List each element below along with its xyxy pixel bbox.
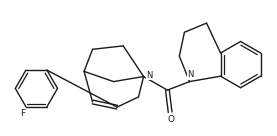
Text: N: N <box>187 70 193 79</box>
Text: O: O <box>167 115 174 123</box>
Text: N: N <box>146 71 153 80</box>
Text: F: F <box>20 109 26 118</box>
